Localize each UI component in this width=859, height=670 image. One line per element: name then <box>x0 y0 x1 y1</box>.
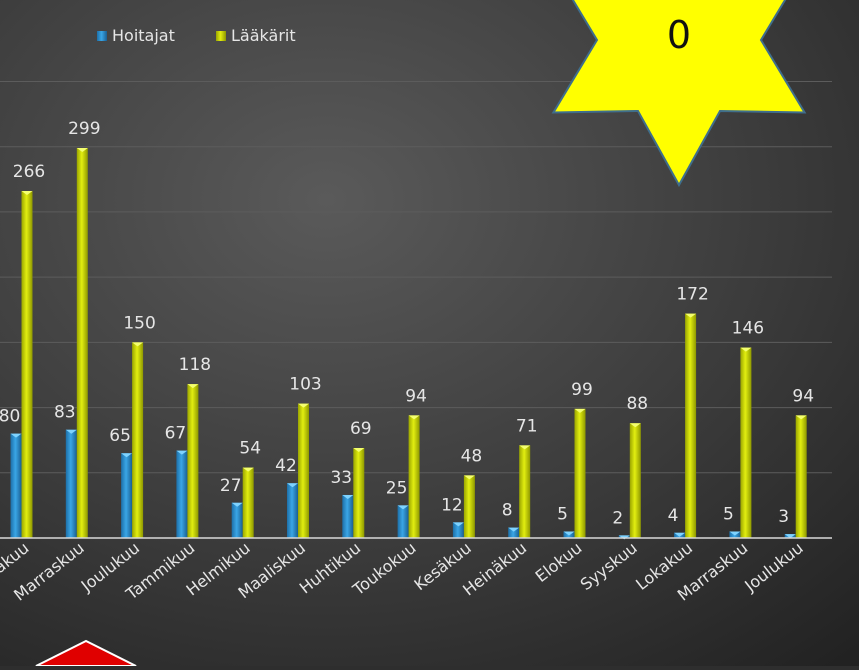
bar-cap <box>21 191 33 196</box>
data-label: 146 <box>732 319 764 339</box>
legend-label-laakarit: Lääkärit <box>231 26 296 45</box>
star-badge <box>551 0 807 188</box>
data-label: 103 <box>289 375 321 395</box>
bar-cap <box>795 415 807 420</box>
bar-cap <box>685 313 697 318</box>
bar-cap <box>176 450 188 455</box>
data-label: 299 <box>68 119 100 139</box>
bar-laakarit <box>408 415 420 538</box>
bar-laakarit <box>795 415 807 538</box>
bar-laakarit <box>76 148 88 538</box>
bar-hoitajat <box>287 483 298 538</box>
data-label: 8 <box>502 501 513 521</box>
data-label: 150 <box>123 313 155 333</box>
bar-laakarit <box>519 445 531 538</box>
bar-cap <box>740 347 752 352</box>
data-label: 4 <box>668 506 679 526</box>
bar-laakarit <box>242 467 254 538</box>
bar-hoitajat <box>342 494 354 538</box>
bar-cap <box>10 433 22 438</box>
bar-hoitajat <box>508 527 520 538</box>
data-label: 88 <box>626 394 648 414</box>
bar-cap <box>76 148 88 152</box>
bar-cap <box>353 448 365 452</box>
data-label: 5 <box>557 504 568 524</box>
bar-cap <box>132 342 144 347</box>
bar-cap <box>187 384 199 389</box>
data-label: 69 <box>350 419 372 439</box>
legend-swatch-laakarit <box>216 31 226 41</box>
data-label: 27 <box>220 476 242 496</box>
bar-cap <box>452 522 464 527</box>
bar-laakarit <box>353 448 365 538</box>
bar-cap <box>298 403 309 408</box>
data-label: 71 <box>516 416 538 436</box>
data-label: 5 <box>723 504 734 524</box>
bar-hoitajat <box>397 505 409 538</box>
data-label: 33 <box>330 468 352 488</box>
bar-cap <box>121 453 133 458</box>
legend-swatch-hoitajat <box>97 31 107 41</box>
data-label: 94 <box>792 386 814 406</box>
data-label: 25 <box>386 478 408 498</box>
bar-cap <box>674 532 686 537</box>
bar-laakarit <box>740 347 752 538</box>
data-label: 172 <box>676 285 708 305</box>
bar-laakarit <box>685 313 697 538</box>
data-label: 118 <box>179 355 211 375</box>
bar-hoitajat <box>176 450 188 538</box>
bar-cap <box>574 408 586 413</box>
data-label: 67 <box>165 424 187 444</box>
data-label: 48 <box>461 446 483 466</box>
data-label: 12 <box>441 495 463 515</box>
legend-label-hoitajat: Hoitajat <box>112 26 175 45</box>
bar-laakarit <box>132 342 144 538</box>
bar-cap <box>729 531 741 536</box>
bar-cap <box>519 445 531 450</box>
data-label: 54 <box>239 439 261 459</box>
star-badge-value: 0 <box>667 13 691 57</box>
bar-cap <box>242 467 254 472</box>
bar-cap <box>408 415 420 420</box>
bar-cap <box>784 534 796 539</box>
bar-cap <box>629 423 641 428</box>
data-label: 65 <box>109 426 131 446</box>
data-label: 42 <box>275 456 297 476</box>
bar-laakarit <box>298 403 309 538</box>
bar-laakarit <box>21 191 33 539</box>
bar-laakarit <box>463 475 475 538</box>
bar-laakarit <box>574 408 586 538</box>
bar-cap <box>65 429 77 434</box>
data-label: 83 <box>54 403 76 423</box>
data-label: 2 <box>612 508 623 528</box>
bar-hoitajat <box>121 453 133 538</box>
data-label: 266 <box>13 162 45 182</box>
bar-cap <box>397 505 409 510</box>
data-label: 80 <box>0 407 20 427</box>
bar-laakarit <box>629 423 641 538</box>
bar-cap <box>563 531 575 536</box>
bar-cap <box>508 527 520 532</box>
bar-hoitajat <box>65 429 77 538</box>
data-label: 99 <box>571 380 593 400</box>
bar-cap <box>342 494 354 499</box>
bar-cap <box>463 475 475 480</box>
bar-hoitajat <box>231 502 243 538</box>
data-label: 94 <box>405 386 427 406</box>
bar-cap <box>287 483 298 488</box>
bar-hoitajat <box>452 522 464 538</box>
data-label: 3 <box>778 507 789 527</box>
bar-hoitajat <box>10 433 22 538</box>
bar-cap <box>231 502 243 507</box>
bar-laakarit <box>187 384 199 538</box>
